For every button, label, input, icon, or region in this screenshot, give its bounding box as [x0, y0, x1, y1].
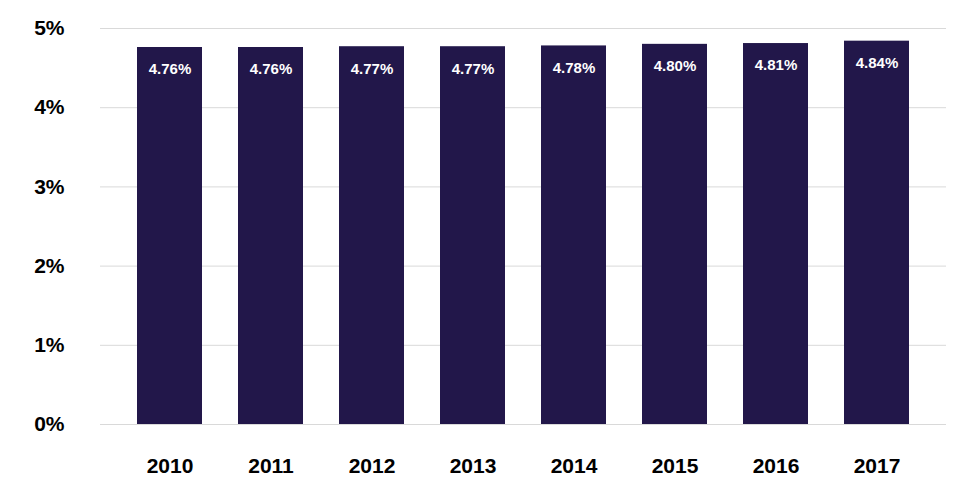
svg-text:4.84%: 4.84%	[856, 54, 899, 71]
svg-text:2016: 2016	[753, 454, 800, 477]
svg-text:2%: 2%	[34, 254, 65, 277]
svg-text:4.76%: 4.76%	[149, 60, 192, 77]
svg-text:2010: 2010	[147, 454, 194, 477]
svg-text:0%: 0%	[34, 412, 65, 435]
svg-text:2013: 2013	[450, 454, 497, 477]
svg-text:4.77%: 4.77%	[452, 60, 495, 77]
svg-text:4.76%: 4.76%	[250, 60, 293, 77]
svg-text:4.78%: 4.78%	[553, 59, 596, 76]
svg-text:2014: 2014	[551, 454, 598, 477]
svg-text:2011: 2011	[248, 454, 294, 477]
svg-text:2015: 2015	[652, 454, 699, 477]
svg-text:3%: 3%	[34, 175, 65, 198]
svg-text:4.81%: 4.81%	[755, 56, 798, 73]
svg-text:4.77%: 4.77%	[351, 60, 394, 77]
svg-text:2012: 2012	[349, 454, 396, 477]
svg-text:4.80%: 4.80%	[654, 57, 697, 74]
svg-text:4%: 4%	[34, 95, 65, 118]
svg-text:1%: 1%	[34, 333, 65, 356]
svg-text:2017: 2017	[854, 454, 901, 477]
svg-text:5%: 5%	[34, 16, 65, 39]
